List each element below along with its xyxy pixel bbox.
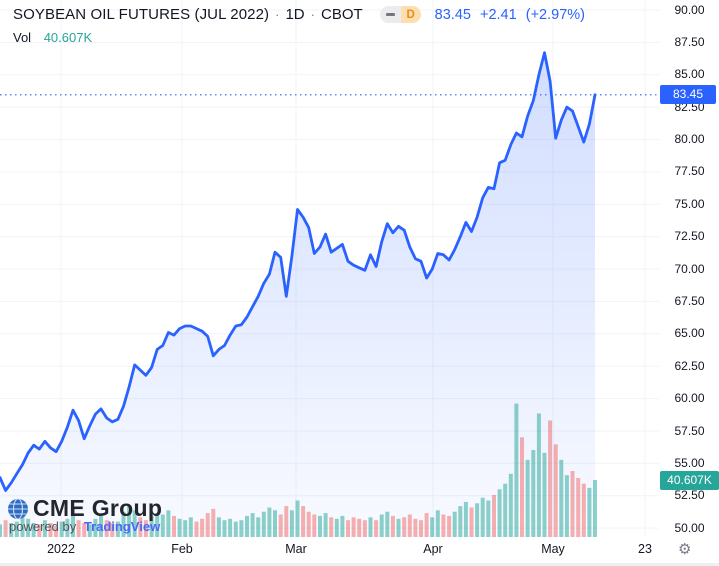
price-line — [0, 51, 597, 492]
bottom-edge-strip — [0, 563, 719, 566]
last-price-value: 83.45 — [434, 6, 471, 23]
interval-label[interactable]: 1D — [285, 6, 305, 23]
price-change-value: +2.41 — [480, 6, 517, 23]
globe-icon — [8, 497, 28, 520]
price-tick-label: 57.50 — [674, 423, 705, 438]
series-interval-pill[interactable]: D — [379, 6, 421, 23]
price-tick-label: 60.00 — [674, 391, 705, 406]
area-fill — [0, 52, 595, 537]
volume-axis-badge: 40.607K — [660, 470, 719, 490]
separator-dot: · — [275, 7, 280, 22]
price-tick-label: 80.00 — [674, 132, 705, 146]
exchange-label: CBOT — [321, 6, 363, 23]
time-tick-label: Mar — [285, 542, 307, 556]
tradingview-link[interactable]: TradingView — [83, 519, 161, 534]
time-tick-label: May — [541, 542, 565, 556]
time-axis[interactable]: 2022 Feb Mar Apr May 23 ⚙ — [0, 537, 719, 566]
symbol-header: SOYBEAN OIL FUTURES (JUL 2022) · 1D · CB… — [13, 6, 590, 23]
price-tick-label: 70.00 — [674, 261, 705, 276]
price-tick-label: 52.50 — [674, 488, 705, 503]
powered-by-text: powered by — [9, 519, 77, 534]
price-tick-label: 90.00 — [674, 2, 705, 17]
symbol-title[interactable]: SOYBEAN OIL FUTURES (JUL 2022) — [13, 6, 270, 23]
price-tick-label: 85.00 — [674, 67, 705, 82]
minimize-dash-icon[interactable] — [379, 6, 401, 23]
time-tick-label: Feb — [171, 542, 193, 556]
last-price-axis-badge: 83.45 — [660, 85, 716, 105]
volume-bars — [0, 403, 597, 537]
time-tick-label: 23 — [638, 542, 652, 556]
price-tick-label: 50.00 — [674, 520, 705, 535]
cme-group-logo[interactable]: CME Group — [7, 495, 162, 522]
price-tick-label: 87.50 — [674, 34, 705, 49]
attribution: powered by TradingView — [9, 519, 160, 534]
price-tick-label: 75.00 — [674, 196, 705, 211]
separator-dot: · — [310, 7, 315, 22]
volume-label: Vol — [13, 30, 32, 45]
price-tick-label: 67.50 — [674, 293, 705, 308]
price-tick-label: 77.50 — [674, 164, 705, 179]
interval-badge[interactable]: D — [400, 6, 421, 23]
price-axis[interactable]: 90.00 87.50 85.00 82.50 80.00 77.50 75.00 72.50… — [660, 0, 719, 537]
time-tick-label: Apr — [423, 542, 443, 556]
price-tick-label: 55.00 — [674, 455, 705, 470]
quote-values: 83.45 +2.41 (+2.97%) — [435, 7, 590, 23]
price-chart-canvas[interactable] — [0, 0, 660, 537]
settings-gear-icon[interactable]: ⚙ — [678, 541, 692, 558]
time-tick-label: 2022 — [47, 542, 75, 556]
volume-value: 40.607K — [43, 30, 93, 45]
price-change-percent: (+2.97%) — [525, 6, 585, 23]
price-tick-label: 72.50 — [674, 229, 705, 244]
price-tick-label: 65.00 — [674, 326, 705, 341]
price-tick-label: 62.50 — [674, 358, 705, 373]
volume-legend-row: Vol 40.607K — [13, 30, 92, 45]
logo-text: CME Group — [33, 495, 163, 521]
